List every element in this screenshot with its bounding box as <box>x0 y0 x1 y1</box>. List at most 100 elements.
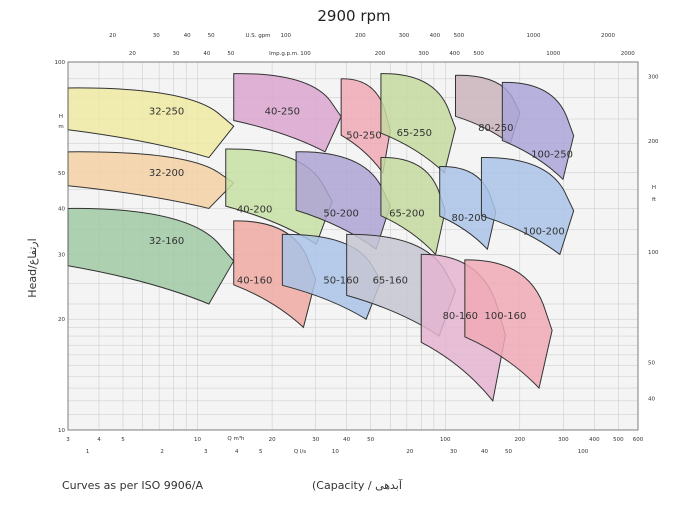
series-area-32-250 <box>67 87 235 159</box>
capacity-m3h-tick-20: 20 <box>269 437 276 443</box>
capacity-ls-tick-3: 3 <box>204 449 208 455</box>
capacity-m3h-tick-4: 4 <box>97 437 101 443</box>
series-label-100-250: 100-250 <box>531 150 573 161</box>
head-ft-tick-100: 100 <box>648 250 659 256</box>
series-label-32-250: 32-250 <box>149 107 184 118</box>
us-gpm-tick-400: 400 <box>430 33 441 39</box>
series-label-40-160: 40-160 <box>237 276 272 287</box>
capacity-m3h-tick-40: 40 <box>343 437 350 443</box>
series-area-65-250 <box>380 73 457 174</box>
capacity-m3h-tick-500: 500 <box>613 437 624 443</box>
series-label-50-200: 50-200 <box>323 209 358 220</box>
capacity-ls-tick-1: 1 <box>86 449 90 455</box>
head-m-tick-100: 100 <box>55 60 66 66</box>
imp-gpm-tick-100: 100 <box>300 51 311 57</box>
capacity-ls-tick-2: 2 <box>160 449 164 455</box>
head-m-tick-20: 20 <box>58 317 65 323</box>
series-label-65-160: 65-160 <box>373 276 408 287</box>
capacity-m3h-tick-400: 400 <box>589 437 600 443</box>
capacity-ls-tick-20: 20 <box>406 449 413 455</box>
capacity-ls-tick-30: 30 <box>450 449 457 455</box>
capacity-m3h-tick-5: 5 <box>121 437 125 443</box>
imp-gpm-label: Imp.g.p.m. <box>269 51 299 57</box>
series-label-80-160: 80-160 <box>443 311 478 322</box>
us-gpm-tick-300: 300 <box>399 33 410 39</box>
series-label-80-250: 80-250 <box>478 123 513 134</box>
imp-gpm-tick-40: 40 <box>203 51 210 57</box>
us-gpm-tick-20: 20 <box>109 33 116 39</box>
capacity-m3h-tick-10: 10 <box>194 437 201 443</box>
series-label-65-250: 65-250 <box>397 128 432 139</box>
head-m-tick-50: 50 <box>58 171 65 177</box>
capacity-ls-tick-5: 5 <box>259 449 263 455</box>
capacity-ls-tick-100: 100 <box>578 449 589 455</box>
plot-frame <box>67 61 639 431</box>
us-gpm-tick-40: 40 <box>184 33 191 39</box>
imp-gpm-tick-500: 500 <box>473 51 484 57</box>
us-gpm-tick-2000: 2000 <box>601 33 615 39</box>
series-label-65-200: 65-200 <box>389 209 424 220</box>
capacity-ls-label: Q l/s <box>294 449 306 455</box>
head-m-tick-40: 40 <box>58 206 65 212</box>
capacity-m3h-tick-3: 3 <box>66 437 70 443</box>
series-group <box>67 73 575 403</box>
series-label-32-160: 32-160 <box>149 236 184 247</box>
capacity-m3h-tick-200: 200 <box>515 437 526 443</box>
series-area-100-200 <box>480 157 575 256</box>
us-gpm-tick-30: 30 <box>153 33 160 39</box>
series-label-40-250: 40-250 <box>265 107 300 118</box>
series-area-100-250 <box>501 81 575 181</box>
capacity-m3h-tick-50: 50 <box>367 437 374 443</box>
series-area-100-160 <box>464 259 553 390</box>
us-gpm-tick-50: 50 <box>208 33 215 39</box>
capacity-ls-tick-4: 4 <box>235 449 239 455</box>
head-m-label-h: H <box>59 114 63 120</box>
us-gpm-tick-500: 500 <box>454 33 465 39</box>
imp-gpm-tick-50: 50 <box>227 51 234 57</box>
head-m-tick-10: 10 <box>58 428 65 434</box>
imp-gpm-tick-300: 300 <box>418 51 429 57</box>
series-label-32-200: 32-200 <box>149 168 184 179</box>
head-ft-label-ft: ft <box>652 197 657 203</box>
series-label-100-200: 100-200 <box>523 226 565 237</box>
series-label-50-250: 50-250 <box>346 130 381 141</box>
us-gpm-tick-100: 100 <box>281 33 292 39</box>
head-ft-tick-300: 300 <box>648 74 659 80</box>
capacity-ls-tick-40: 40 <box>481 449 488 455</box>
us-gpm-tick-200: 200 <box>355 33 366 39</box>
imp-gpm-tick-1000: 1000 <box>546 51 560 57</box>
chart-title: 2900 rpm <box>317 7 390 25</box>
imp-gpm-tick-20: 20 <box>129 51 136 57</box>
imp-gpm-tick-2000: 2000 <box>621 51 635 57</box>
head-ft-ticks: 40 50 100 200 300 <box>648 74 659 402</box>
imp-gpm-ticks: 20 30 40 50 100 200 300 400 500 1000 2000 <box>129 51 635 57</box>
series-area-32-160 <box>67 207 235 305</box>
series-label-100-160: 100-160 <box>485 311 527 322</box>
series-label-40-200: 40-200 <box>237 204 272 215</box>
capacity-ls-tick-10: 10 <box>332 449 339 455</box>
capacity-m3h-tick-300: 300 <box>558 437 569 443</box>
head-ft-label-h: H <box>652 185 656 191</box>
series-label-80-200: 80-200 <box>452 213 487 224</box>
imp-gpm-tick-200: 200 <box>375 51 386 57</box>
head-ft-tick-200: 200 <box>648 139 659 145</box>
capacity-m3h-tick-600: 600 <box>633 437 644 443</box>
capacity-m3h-tick-100: 100 <box>440 437 451 443</box>
us-gpm-label: U.S. gpm <box>245 33 270 39</box>
head-m-ticks: 10 20 30 40 50 100 <box>55 60 66 434</box>
footnote: Curves as per ISO 9906/A <box>62 479 203 492</box>
us-gpm-tick-1000: 1000 <box>526 33 540 39</box>
capacity-m3h-ticks: 3 4 5 10 20 30 40 50 100 200 300 400 500 600 <box>66 437 643 443</box>
capacity-m3h-tick-30: 30 <box>312 437 319 443</box>
x-axis-label: (Capacity / آبدهی <box>312 478 403 492</box>
imp-gpm-tick-400: 400 <box>449 51 460 57</box>
series-label-50-160: 50-160 <box>323 276 358 287</box>
head-ft-tick-40: 40 <box>648 396 655 402</box>
us-gpm-ticks: 20 30 40 50 100 200 300 400 500 1000 2000 <box>109 33 615 39</box>
series-labels: 32-250 40-250 50-250 65-250 80-250 100-250 32-… <box>149 107 573 323</box>
top-scales: U.S. gpm Imp.g.p.m. <box>245 33 299 57</box>
head-m-label-m: m <box>58 124 63 130</box>
series-area-65-200 <box>380 157 446 256</box>
capacity-ls-tick-50: 50 <box>505 449 512 455</box>
